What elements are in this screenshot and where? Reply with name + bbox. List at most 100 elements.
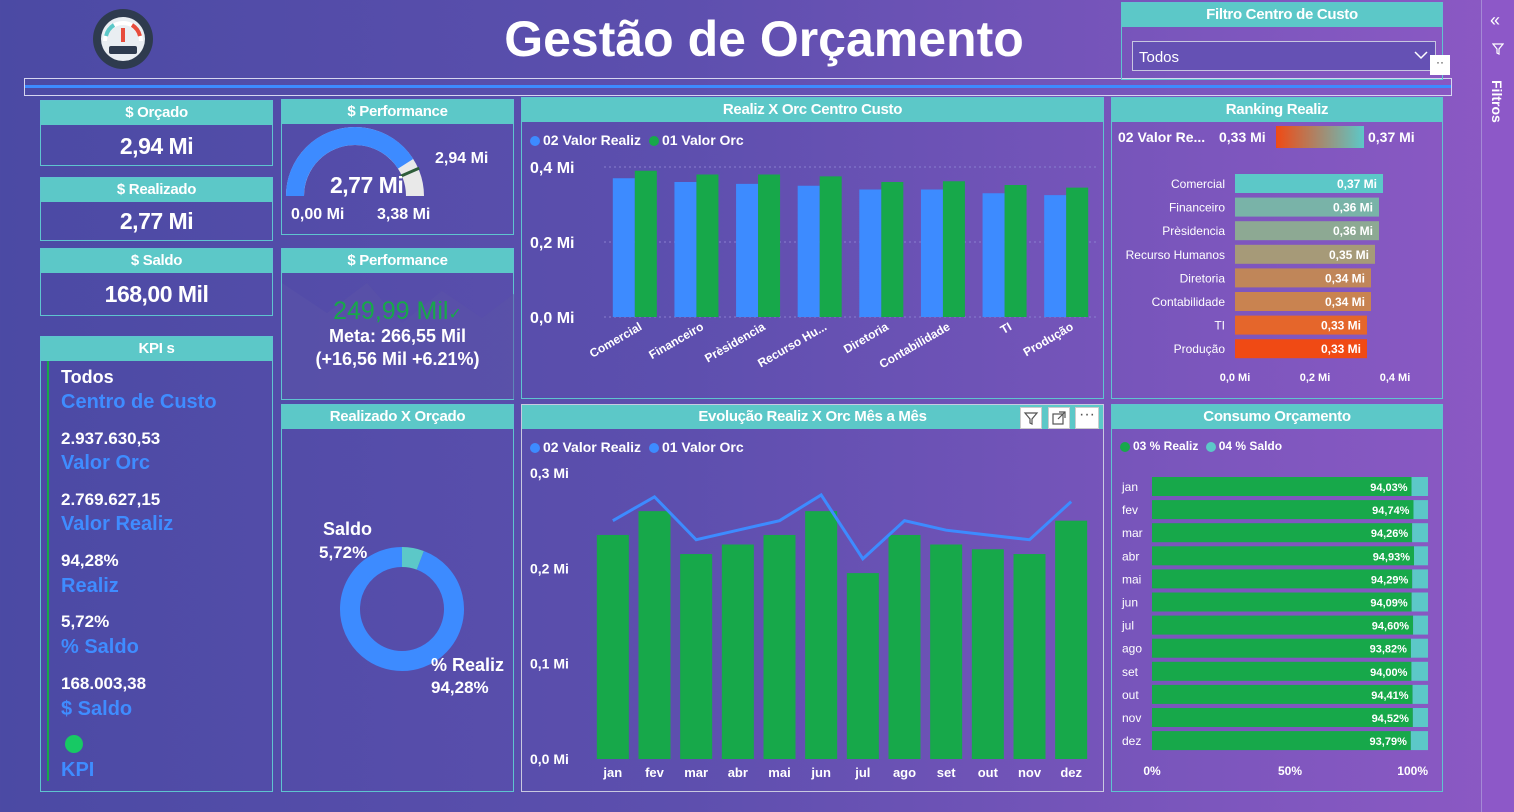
filter-title: Filtro Centro de Custo [1122,3,1442,27]
bar-pct-realiz [1152,731,1411,751]
ranking-bar-chart: Comercial 0,37 Mi Financeiro 0,36 Mi Prèside… [1126,174,1411,384]
x-tick-label: jul [854,765,870,780]
donut-saldo-value: 5,72% [319,543,368,562]
x-tick-label: jun [810,765,831,780]
performance-panel: $ Performance 249,99 Mil✓ Meta: 266,55 M… [281,248,515,400]
donut-realiz-slice [340,547,464,671]
card-orcado-value: 2,94 Mi [119,133,194,159]
filters-pane-label: Filtros [1489,80,1505,123]
bar-pct-realiz [1152,638,1411,658]
filter-selected-value: Todos [1139,49,1180,66]
kpi-divider [47,361,49,781]
data-label: 94,52% [1372,713,1410,725]
performance-title: $ Performance [282,249,513,273]
header-bar: Gestão de Orçamento [24,0,1454,98]
x-tick-label: TI [998,319,1014,336]
performance-meta: Meta: 266,55 Mil [328,326,467,346]
consumo-stacked-bar-chart: jan 94,03% fev 94,74% mar 94,26% abr 94,93% mai 9… [1121,477,1428,778]
x-tick-label: set [937,765,956,780]
consumo-legend: 03 % Realiz 04 % Saldo [1120,439,1282,453]
evolucao-panel: Evolução Realiz X Orc Mês a Mês ··· 02 V… [521,404,1104,792]
ranking-bar [1235,244,1375,264]
bar-pct-saldo [1411,477,1428,496]
bar-orc [634,170,657,317]
legend-realiz: 02 Valor Realiz [543,132,642,148]
card-orcado: $ Orçado 2,94 Mi [40,100,273,166]
check-icon: ✓ [448,306,462,323]
filter-dropdown[interactable]: Todos [1132,41,1436,71]
card-realizado: $ Realizado 2,77 Mi [40,177,273,241]
filter-visual-icon[interactable] [1020,407,1042,429]
focus-mode-icon[interactable] [1048,407,1070,429]
data-label: 94,26% [1371,528,1409,540]
bar-realiz [638,511,671,759]
data-label: 0,33 Mi [1321,342,1361,356]
gauge-chart [286,127,424,197]
x-tick-label: Recurso Hu... [755,319,829,370]
x-tick-label: dez [1060,765,1082,780]
evolucao-title: Evolução Realiz X Orc Mês a Mês [522,405,1103,429]
more-options-icon[interactable]: ··· [1075,407,1099,429]
kpi-orc-label: Valor Orc [61,452,150,474]
line-orc [612,492,1073,562]
ranking-bar [1235,197,1379,217]
x-tick-label: 100% [1397,764,1428,778]
x-tick-label: 0,4 Mi [1380,372,1411,384]
bar-realiz [1055,520,1088,759]
bar-realiz [859,189,882,317]
bar-realiz [763,534,796,759]
filter-slicer: Filtro Centro de Custo Todos ·· [1121,2,1450,80]
data-label: 0,34 Mi [1325,271,1365,285]
kpi-pct-realiz-label: Realiz [61,575,119,597]
bar-pct-realiz [1152,592,1412,612]
donut-saldo-label: Saldo [323,519,373,539]
bar-pct-realiz [1152,684,1413,704]
bar-realiz [736,183,759,317]
collapse-icon[interactable]: « [1490,10,1501,30]
data-label: 94,00% [1370,667,1408,679]
ranking-bar [1235,292,1371,311]
y-tick-label: mar [1122,526,1143,540]
more-options-icon[interactable]: ·· [1430,55,1450,75]
y-tick-label: nov [1122,711,1141,725]
data-label: 0,35 Mi [1329,248,1369,262]
card-realizado-title: $ Realizado [41,178,272,202]
bar-realiz [680,554,713,759]
y-tick-label: 0,3 Mi [530,465,569,481]
kpi-orc-value: 2.937.630,53 [61,429,161,448]
legend-pct-saldo: 04 % Saldo [1218,439,1283,453]
chevron-down-icon [1413,47,1429,68]
evolucao-legend: 02 Valor Realiz 01 Valor Orc [530,439,744,455]
ranking-bar [1235,268,1371,288]
evolucao-combo-chart: 0,0 Mi 0,1 Mi 0,2 Mi 0,3 Mi jan fev mar abr mai j… [530,465,1088,780]
ranking-title: Ranking Realiz [1112,98,1442,122]
y-tick-label: 0,0 Mi [530,751,569,767]
bar-pct-saldo [1411,661,1428,681]
y-tick-label: ago [1122,642,1142,656]
bar-pct-saldo [1413,500,1428,520]
y-tick-label: Recurso Humanos [1126,248,1225,262]
kpi-saldo-value: 168.003,38 [61,674,147,693]
bar-pct-realiz [1152,477,1412,496]
y-tick-label: Comercial [1171,177,1225,191]
gauge-min-label: 0,00 Mi [291,206,345,223]
y-tick-label: jun [1121,596,1138,610]
bar-pct-saldo [1412,708,1428,727]
performance-value-text: 249,99 Mil [333,297,449,325]
data-label: 94,09% [1370,598,1408,610]
bar-pct-realiz [1152,615,1414,635]
filters-pane[interactable]: « Filtros [1481,0,1514,812]
data-label: 93,79% [1370,736,1408,748]
data-label: 94,93% [1373,551,1411,563]
kpi-realiz-label: Valor Realiz [61,513,174,535]
bar-pct-realiz [1152,523,1413,543]
ranking-legend-label: 02 Valor Re... [1118,129,1206,145]
gauge-max-label: 3,38 Mi [377,206,431,223]
kpi-filter-value: Todos [61,367,114,387]
x-tick-label: 0% [1143,764,1161,778]
ranking-legend-max: 0,37 Mi [1368,129,1415,145]
gauge-target-marker [400,166,420,178]
y-tick-label: dez [1122,734,1141,748]
bar-realiz [674,182,697,317]
